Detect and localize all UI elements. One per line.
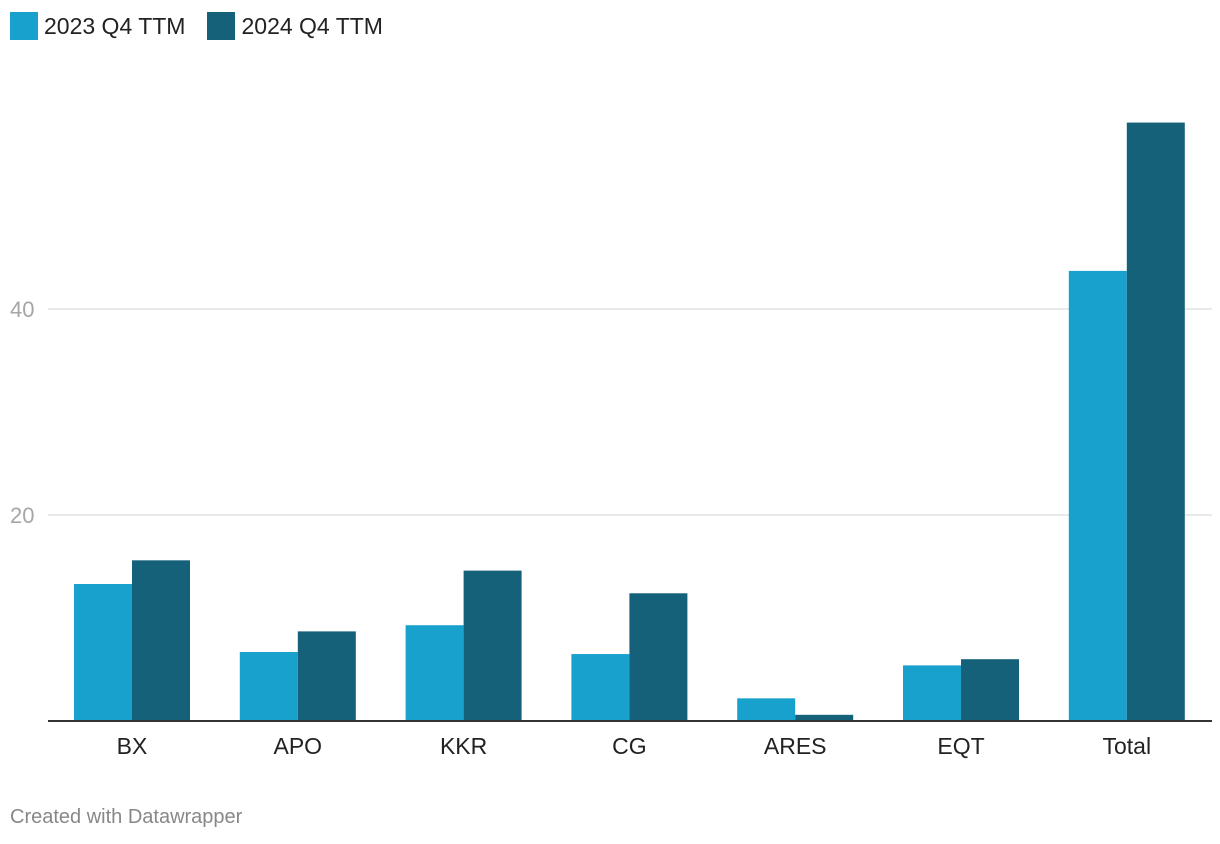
legend-label-2023: 2023 Q4 TTM [44, 12, 186, 39]
bar-bx-2024 [132, 560, 190, 721]
x-tick-label-kkr: KKR [440, 733, 487, 759]
y-tick-label-20: 20 [10, 503, 34, 528]
bar-kkr-2024 [463, 570, 522, 721]
bar-cg-2024 [629, 593, 688, 721]
bar-eqt-2023 [903, 665, 961, 721]
x-tick-label-cg: CG [612, 733, 647, 759]
bar-cg-2023 [571, 654, 630, 721]
bar-apo-2023 [239, 651, 298, 721]
bar-total-2024 [1126, 122, 1185, 721]
x-tick-label-ares: ARES [764, 733, 827, 759]
x-tick-label-eqt: EQT [937, 733, 984, 759]
bar-ares-2024 [795, 714, 854, 721]
bar-total-2023 [1068, 270, 1127, 721]
category-labels: BX APO KKR CG ARES EQT Total [117, 733, 1151, 759]
bar-apo-2024 [297, 631, 356, 721]
bar-ares-2023 [737, 698, 796, 721]
legend-label-2024: 2024 Q4 TTM [241, 12, 383, 39]
x-tick-label-bx: BX [117, 733, 148, 759]
footer-credit: Created with Datawrapper [10, 806, 243, 828]
x-tick-label-total: Total [1103, 733, 1152, 759]
x-tick-label-apo: APO [274, 733, 323, 759]
bar-eqt-2024 [961, 659, 1019, 721]
legend-swatch-2024 [207, 12, 236, 40]
y-tick-label-40: 40 [10, 297, 34, 322]
bars [74, 122, 1185, 721]
chart-legend: 2023 Q4 TTM 2024 Q4 TTM [10, 12, 383, 40]
legend-swatch-2023 [10, 12, 38, 40]
legend-item-2024: 2024 Q4 TTM [207, 12, 383, 40]
legend-item-2023: 2023 Q4 TTM [10, 12, 185, 40]
bar-bx-2023 [74, 584, 132, 721]
bar-kkr-2023 [405, 625, 464, 721]
